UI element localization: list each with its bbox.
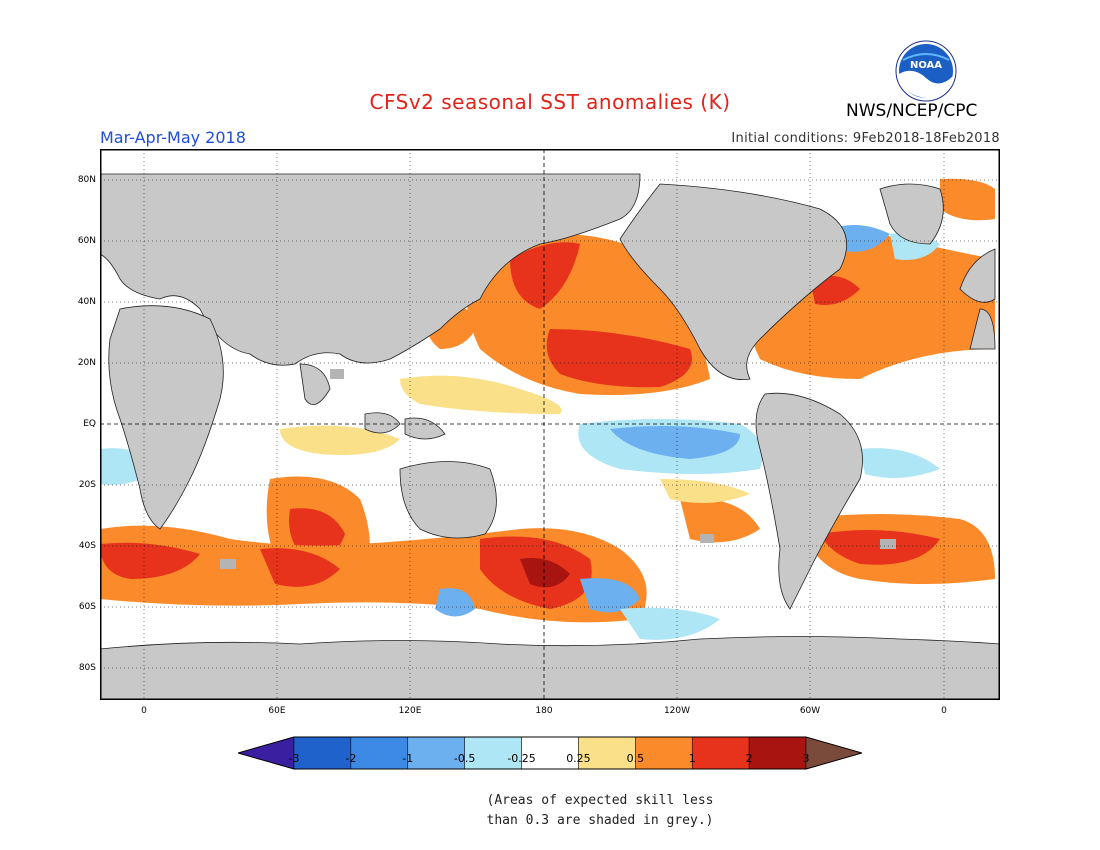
lat-label: EQ [83,419,96,429]
colorbar [238,736,862,770]
colorbar-tick-label: -0.5 [453,752,476,765]
skill-note-line: than 0.3 are shaded in grey.) [486,813,714,828]
colorbar-swatch [521,736,579,770]
colorbar-tick-label: 3 [802,752,810,765]
colorbar-swatch [464,736,522,770]
lon-label: 180 [535,706,553,716]
colorbar-swatch [691,736,750,770]
lat-label: 20S [78,480,96,490]
season-label: Mar-Apr-May 2018 [100,128,246,147]
colorbar-swatch [350,736,409,770]
sst-anomaly-map [100,149,1000,700]
lon-label: 0 [941,706,947,716]
lat-label: 40S [78,541,96,551]
colorbar-arrow-high [805,736,862,770]
lat-label: 60S [78,602,96,612]
colorbar-swatch [748,736,807,770]
lon-label: 0 [141,706,147,716]
lon-label: 60E [268,706,286,716]
lon-label: 60W [799,706,821,716]
colorbar-tick-label: 1 [688,752,696,765]
logo-text: NOAA [910,60,942,71]
map-frame [100,149,1000,700]
lat-label: 60N [77,236,96,246]
colorbar-tick-label: 0.5 [626,752,645,765]
noaa-logo-icon: NOAA [895,40,957,102]
lat-label: 20N [77,358,96,368]
lat-label: 80S [78,663,96,673]
colorbar-tick-label: -3 [288,752,300,765]
skill-note: (Areas of expected skill less than 0.3 a… [440,791,760,831]
colorbar-tick-label: -1 [402,752,414,765]
lon-label: 120W [663,706,691,716]
colorbar-tick-label: -2 [345,752,357,765]
colorbar-swatch [578,736,636,770]
colorbar-swatch [407,736,465,770]
colorbar-tick-label: 2 [745,752,753,765]
land-masses [100,173,1000,700]
initial-conditions: Initial conditions: 9Feb2018-18Feb2018 [731,131,1000,146]
colorbar-tick-label: -0.25 [507,752,536,765]
skill-note-line: (Areas of expected skill less [486,793,714,808]
lat-label: 80N [77,175,96,185]
lon-label: 120E [398,706,422,716]
page-title: CFSv2 seasonal SST anomalies (K) [369,90,731,114]
colorbar-swatch [635,736,693,770]
lat-label: 40N [77,297,96,307]
colorbar-tick-label: 0.25 [566,752,591,765]
organization-label: NWS/NCEP/CPC [846,101,978,121]
